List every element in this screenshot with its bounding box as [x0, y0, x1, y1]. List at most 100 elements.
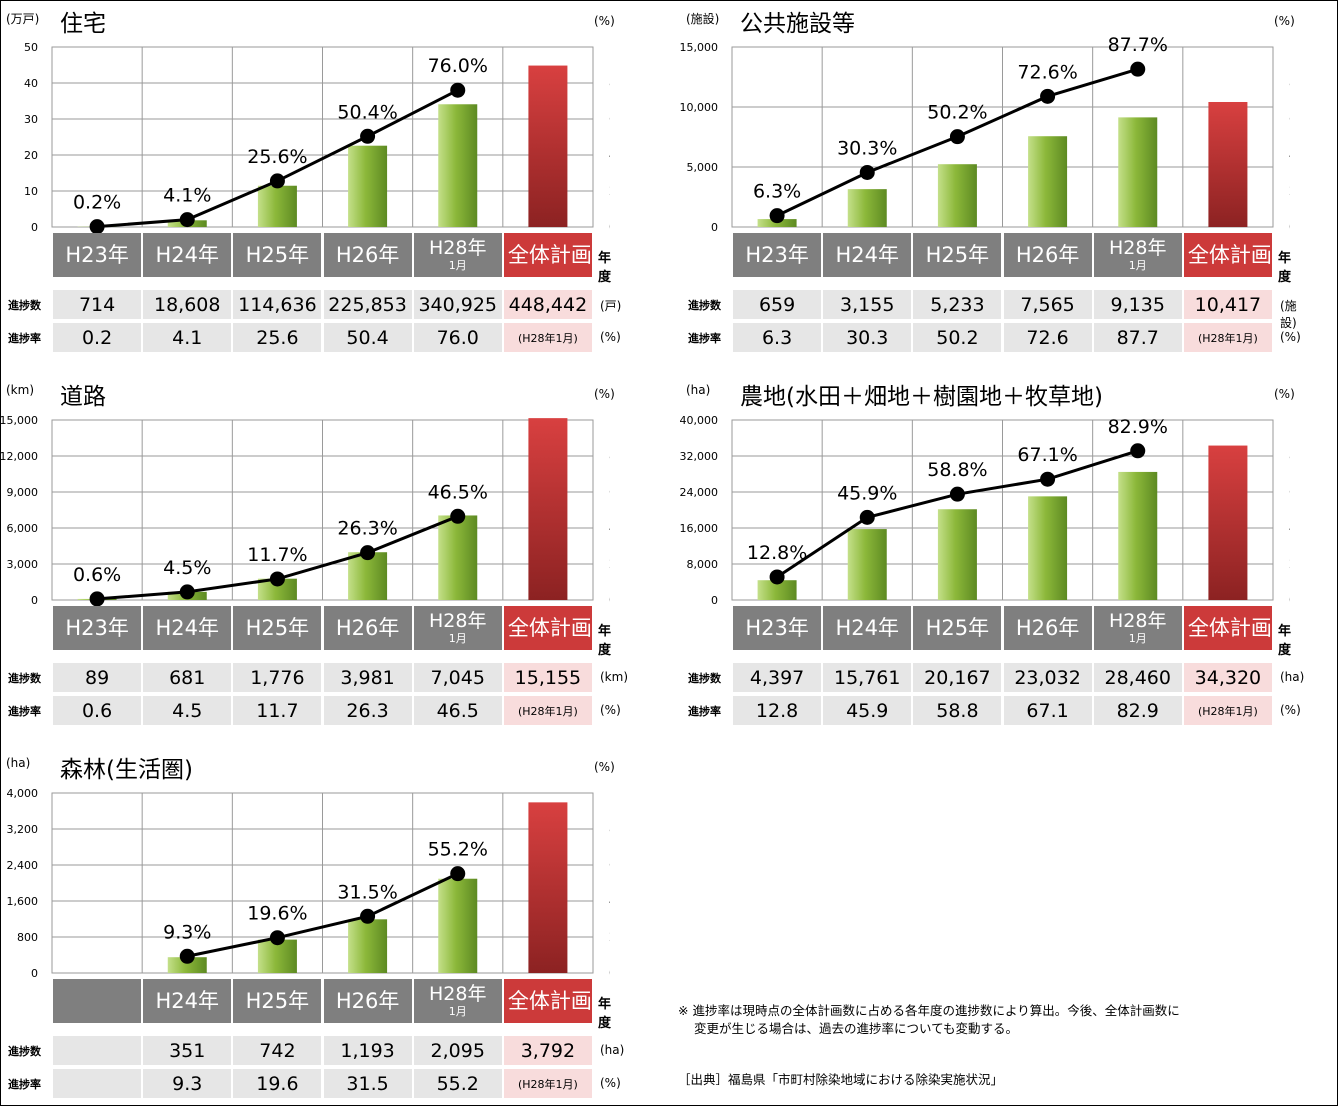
year-header-text: H23年 — [65, 615, 129, 640]
rate-data-label: 4.5% — [163, 557, 211, 579]
rate-point — [769, 208, 785, 224]
rate-cell: 46.5 — [413, 696, 502, 725]
year-header-text: H26年 — [1015, 242, 1080, 267]
rate-data-label: 6.3% — [753, 181, 801, 203]
note-line-2: 変更が生じる場合は、過去の進捗率についても変動する。 — [694, 1021, 1019, 1037]
progress-bar — [1118, 471, 1158, 600]
count-cell: 114,636 — [233, 290, 322, 319]
y2-tick-label: 20.0 — [609, 557, 610, 571]
year-header-total: 全体計画数 — [503, 606, 613, 650]
year-header: H23年 — [733, 606, 822, 650]
year-header: H26年 — [1003, 606, 1092, 650]
rate-cell: 6.3 — [733, 323, 822, 352]
progress-bar — [348, 145, 388, 227]
progress-bar — [348, 552, 388, 600]
count-unit: (ha) — [600, 1043, 625, 1057]
year-header-subtext: 1月 — [1128, 259, 1147, 272]
y2-tick-label: 40.0 — [609, 521, 610, 535]
y2-tick-label: 60.0 — [1289, 112, 1290, 126]
year-axis-label: 年度 — [1278, 251, 1292, 285]
left-axis-unit: (施設) — [686, 12, 720, 26]
chart-panel-5: (ha) 森林(生活圏) (%) 0 800 1,600 2,400 3,200 4,000 0.… — [0, 750, 624, 1100]
progress-bar — [438, 878, 478, 973]
count-cell: 34,320 — [1183, 663, 1272, 692]
y-tick-label: 3,000 — [7, 558, 39, 571]
rate-point — [89, 219, 105, 235]
y-tick-label: 40 — [24, 77, 38, 90]
row-label-rate: 進捗率 — [688, 332, 721, 345]
rate-cell: 9.3 — [143, 1069, 232, 1098]
rate-point — [269, 173, 285, 189]
right-axis-unit: (%) — [1274, 387, 1295, 401]
year-header: H26年 — [323, 979, 412, 1023]
chart-title: 農地(水田＋畑地＋樹園地＋牧草地) — [740, 384, 1103, 410]
year-header-text: H28年 — [1109, 237, 1167, 259]
year-header-text: H23年 — [745, 615, 809, 640]
year-header-text: H25年 — [245, 242, 310, 267]
count-cell: 23,032 — [1003, 663, 1092, 692]
y-tick-label: 6,000 — [7, 522, 39, 535]
rate-line — [186, 872, 459, 958]
year-header-text: H26年 — [335, 988, 400, 1013]
y-tick-label: 32,000 — [680, 450, 718, 463]
progress-bar — [847, 529, 887, 600]
rate-data-label: 30.3% — [837, 137, 897, 159]
y-tick-label: 50 — [24, 41, 38, 54]
rate-point — [1130, 61, 1146, 77]
y2-tick-label: 100.0 — [609, 40, 610, 54]
count-cell: 15,155 — [503, 663, 592, 692]
count-cell: 18,608 — [143, 290, 232, 319]
year-header: H25年 — [233, 233, 322, 277]
rate-data-label: 46.5% — [428, 481, 488, 503]
rate-point — [179, 584, 195, 600]
rate-point — [269, 571, 285, 587]
count-cell: 3,981 — [323, 663, 412, 692]
year-header-text: H26年 — [1015, 615, 1080, 640]
rate-cell: 50.2 — [913, 323, 1002, 352]
rate-cell: (H28年1月) — [503, 323, 592, 352]
rate-cell: 31.5 — [323, 1069, 412, 1098]
row-label-rate: 進捗率 — [688, 705, 721, 718]
year-header: H28年 1月 — [413, 606, 502, 650]
rate-cell: (H28年1月) — [503, 696, 592, 725]
rate-unit: (%) — [600, 703, 621, 717]
year-header-subtext: 1月 — [448, 1005, 467, 1018]
y2-tick-label: 60.0 — [1289, 485, 1290, 499]
rate-data-label: 0.2% — [73, 192, 121, 214]
rate-cell: 55.2 — [413, 1069, 502, 1098]
rate-cell: 76.0 — [413, 323, 502, 352]
count-cell: 351 — [143, 1036, 232, 1065]
count-cell: 5,233 — [913, 290, 1002, 319]
row-label-rate: 進捗率 — [8, 705, 41, 718]
year-header: H25年 — [913, 606, 1002, 650]
year-header-subtext: 1月 — [1128, 632, 1147, 645]
year-header: H26年 — [323, 233, 412, 277]
y2-tick-label: 60.0 — [609, 112, 610, 126]
year-header: H28年 1月 — [413, 233, 502, 277]
count-cell: 7,565 — [1003, 290, 1092, 319]
year-axis-label: 年度 — [598, 251, 612, 285]
y-tick-label: 30 — [24, 113, 38, 126]
y2-tick-label: 0.0 — [1289, 593, 1290, 607]
year-header-text: 全体計画数 — [507, 988, 613, 1013]
y-tick-label: 15,000 — [680, 41, 718, 54]
count-cell: 681 — [143, 663, 232, 692]
y2-tick-label: 100.0 — [1289, 413, 1290, 427]
left-axis-unit: (万戸) — [6, 12, 40, 26]
rate-data-label: 45.9% — [837, 482, 897, 504]
count-cell: 742 — [233, 1036, 322, 1065]
rate-point — [949, 129, 965, 145]
rate-unit: (%) — [1280, 703, 1301, 717]
y2-tick-label: 40.0 — [609, 894, 610, 908]
year-header-text: H24年 — [835, 615, 899, 640]
rate-point — [1040, 88, 1056, 104]
y2-tick-label: 60.0 — [609, 485, 610, 499]
y2-tick-label: 0.0 — [609, 220, 610, 234]
right-axis-unit: (%) — [594, 14, 615, 28]
rate-data-label: 19.6% — [247, 903, 307, 925]
rate-cell: 4.5 — [143, 696, 232, 725]
rate-cell: 26.3 — [323, 696, 412, 725]
rate-point — [269, 930, 285, 946]
rate-cell: 12.8 — [733, 696, 822, 725]
progress-bar — [937, 164, 977, 227]
